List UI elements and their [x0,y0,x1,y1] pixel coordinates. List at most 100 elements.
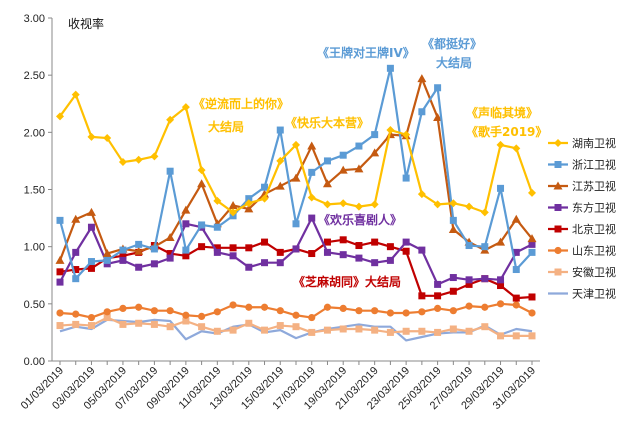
data-point [260,303,269,311]
data-point [119,252,127,260]
data-point [386,256,394,264]
data-point [134,246,144,255]
annotation-label: 《欢乐喜剧人》 [318,212,402,227]
data-point [56,278,64,286]
data-point [511,214,521,223]
data-point [402,238,410,246]
data-point [448,225,458,234]
data-point [276,307,284,315]
data-point [182,317,190,325]
data-point [213,308,221,316]
data-point [355,254,363,262]
data-point [323,326,331,334]
data-point [528,332,536,340]
data-point [308,214,316,222]
data-point [512,266,520,274]
data-point [496,140,505,149]
data-point [512,248,520,256]
data-point [197,179,207,188]
data-point [72,310,80,318]
data-point [512,301,520,309]
data-point [245,263,253,271]
data-point [554,204,562,211]
data-point [554,246,562,255]
data-point [554,139,562,147]
data-point [323,248,331,256]
data-point [402,327,410,335]
data-point [228,201,238,210]
data-point [275,181,285,190]
data-point [87,264,95,272]
data-point [119,304,127,313]
data-point [386,243,394,251]
series-4 [56,214,536,288]
data-point [71,214,81,223]
data-point [292,323,300,331]
data-point [308,328,316,336]
data-point [497,184,505,192]
data-point [355,242,363,250]
series-1 [56,90,536,217]
data-point [276,126,284,134]
data-point [496,300,505,308]
data-point [135,303,143,311]
data-point [339,325,347,333]
data-point [528,248,536,256]
data-point [103,314,111,322]
data-point [528,188,536,197]
data-point [497,276,505,284]
data-point [339,151,347,159]
data-point [150,245,158,253]
data-point [198,221,206,229]
data-point [182,311,190,319]
data-point [150,260,158,268]
data-point [554,161,562,168]
data-point [528,293,536,301]
y-tick-label: 0.50 [24,299,45,311]
data-point [465,302,473,310]
y-tick-label: 1.50 [24,185,45,197]
data-point [371,326,379,334]
annotation-label: 大结局 [436,55,472,70]
data-point [291,173,301,182]
data-point [182,220,190,228]
data-point [402,247,410,255]
data-point [197,166,206,175]
annotations: 《逆流而上的你》大结局 《快乐大本营》《王牌对王牌IV》《都挺好》大结局《欢乐喜剧… [193,36,547,289]
data-point [56,112,64,121]
annotation-label: 《芝麻胡同》大结局 [293,274,401,289]
data-point [72,248,80,256]
data-point [261,326,269,334]
data-point [512,144,521,153]
data-point [371,307,379,315]
data-point [449,307,457,315]
series-7 [56,314,536,340]
data-point [244,204,254,213]
data-point [481,303,489,311]
annotation-label: 《声临其境》 [466,105,538,120]
data-point [166,307,174,315]
data-point [449,325,457,333]
data-point [56,216,64,224]
data-point [512,332,520,340]
data-point [276,259,284,267]
data-point [276,322,284,330]
data-point [87,223,95,231]
data-point [276,156,285,165]
data-point [166,167,174,175]
data-point [198,312,206,321]
y-tick-label: 3.00 [24,13,45,25]
data-point [528,309,536,317]
data-point [261,238,269,246]
data-point [135,263,143,271]
data-point [292,311,300,319]
data-point [433,112,443,121]
data-point [87,258,95,266]
data-point [554,268,562,276]
data-point [72,266,80,274]
data-point [292,245,300,253]
data-point [307,141,317,150]
legend-item: 浙江卫视 [548,158,616,172]
data-point [527,234,537,243]
data-point [418,308,426,316]
